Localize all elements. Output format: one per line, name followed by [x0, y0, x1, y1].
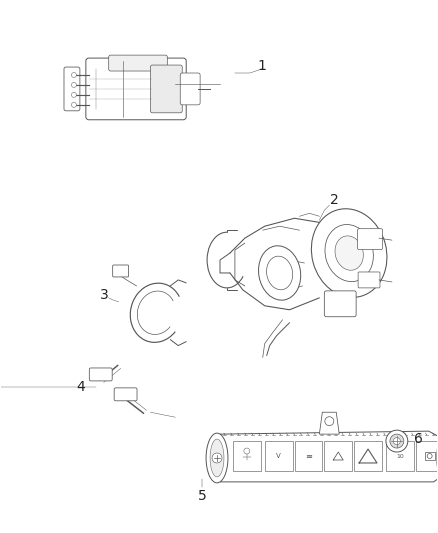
FancyBboxPatch shape	[114, 388, 137, 401]
Ellipse shape	[267, 256, 293, 290]
Bar	[416, 441, 438, 471]
Circle shape	[390, 434, 404, 448]
Text: V: V	[276, 453, 281, 459]
Circle shape	[71, 83, 76, 87]
Ellipse shape	[210, 439, 224, 477]
Text: 4: 4	[77, 381, 85, 394]
Bar	[324, 441, 352, 471]
FancyBboxPatch shape	[64, 67, 80, 111]
Ellipse shape	[206, 433, 228, 483]
Ellipse shape	[258, 246, 301, 300]
Circle shape	[386, 430, 408, 452]
Bar	[233, 441, 261, 471]
Text: ≡: ≡	[305, 451, 312, 461]
Ellipse shape	[325, 224, 373, 281]
Ellipse shape	[311, 209, 387, 297]
FancyBboxPatch shape	[150, 65, 182, 113]
Bar	[265, 441, 293, 471]
FancyBboxPatch shape	[89, 368, 112, 381]
Circle shape	[212, 453, 222, 463]
Text: 10: 10	[396, 454, 404, 458]
FancyBboxPatch shape	[357, 229, 382, 249]
Bar	[425, 452, 434, 460]
Text: 6: 6	[414, 432, 423, 446]
Circle shape	[393, 438, 400, 445]
Bar	[354, 441, 382, 471]
Bar	[294, 441, 322, 471]
Text: 5: 5	[198, 489, 206, 503]
FancyBboxPatch shape	[180, 73, 200, 105]
Circle shape	[71, 72, 76, 77]
Text: 3: 3	[100, 288, 109, 302]
FancyBboxPatch shape	[86, 58, 186, 120]
FancyBboxPatch shape	[324, 291, 356, 317]
FancyBboxPatch shape	[113, 265, 129, 277]
Text: 2: 2	[330, 193, 339, 207]
Ellipse shape	[335, 236, 364, 270]
Circle shape	[71, 92, 76, 98]
Circle shape	[71, 102, 76, 107]
FancyBboxPatch shape	[358, 272, 380, 288]
Text: 1: 1	[257, 59, 266, 73]
Ellipse shape	[437, 437, 438, 479]
Bar	[386, 441, 414, 471]
Polygon shape	[215, 431, 438, 482]
Circle shape	[325, 417, 334, 426]
FancyBboxPatch shape	[109, 55, 167, 71]
Polygon shape	[319, 412, 339, 434]
